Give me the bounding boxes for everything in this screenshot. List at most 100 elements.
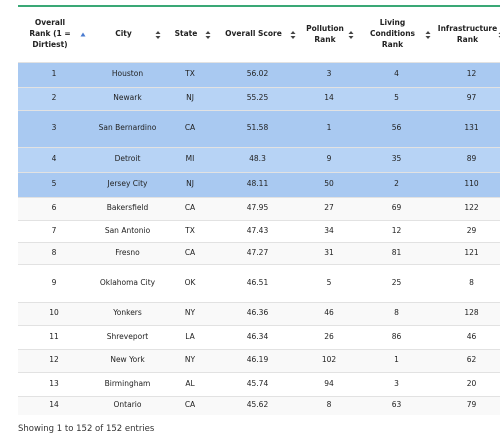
table-cell: CA	[184, 399, 196, 409]
table-cell: 50	[324, 179, 334, 189]
table-cell: 5	[326, 277, 332, 287]
table-row[interactable]	[18, 372, 500, 397]
table-cell: CA	[184, 203, 196, 213]
table-cell: 47.95	[246, 203, 269, 213]
sort-icon[interactable]	[425, 30, 431, 39]
table-cell: NJ	[186, 93, 194, 103]
table-cell: Detroit	[114, 154, 141, 164]
table-row[interactable]	[18, 62, 500, 88]
table-cell: 128	[464, 308, 479, 318]
table-cell: 131	[464, 123, 479, 133]
table-cell: 94	[324, 378, 334, 388]
table-cell: 97	[466, 93, 477, 103]
table-cell: 110	[464, 179, 479, 189]
table-cell: 11	[49, 331, 59, 341]
column-header[interactable]: Infrastructure Rank	[435, 7, 500, 62]
table-cell: 27	[324, 203, 334, 213]
table-cell: TX	[185, 225, 195, 235]
table-row[interactable]	[18, 325, 500, 350]
table-cell: NY	[184, 355, 196, 365]
table-cell: 45.62	[246, 399, 269, 409]
table-cell: OK	[184, 277, 196, 287]
table-cell: 62	[466, 355, 477, 365]
table-cell: 1	[326, 123, 332, 133]
table-cell: Yonkers	[113, 308, 142, 318]
table-cell: CA	[184, 247, 196, 257]
table-cell: 122	[464, 203, 479, 213]
data-table: Overall Rank (1 = Dirtiest) City State Over…	[18, 5, 500, 415]
sort-icon[interactable]	[290, 30, 296, 39]
table-cell: 13	[49, 378, 59, 388]
table-cell: 5	[51, 179, 57, 189]
table-cell: 3	[51, 123, 57, 133]
sort-icon[interactable]	[348, 30, 354, 39]
table-cell: 2	[394, 179, 399, 189]
table-cell: 8	[326, 399, 332, 409]
table-cell: 14	[324, 93, 334, 103]
column-header[interactable]: State	[165, 7, 215, 62]
table-cell: 8	[469, 277, 474, 287]
table-cell: 48.3	[249, 154, 266, 164]
table-cell: 4	[51, 154, 57, 164]
table-cell: 9	[326, 154, 332, 164]
table-cell: Shreveport	[106, 331, 149, 341]
table-cell: 31	[324, 247, 334, 257]
sort-icon[interactable]	[80, 30, 86, 39]
table-row[interactable]	[18, 197, 500, 221]
table-cell: Houston	[111, 69, 144, 79]
table-cell: MI	[185, 154, 195, 164]
table-cell: 9	[51, 277, 57, 287]
table-cell: 26	[324, 331, 334, 341]
table-cell: Fresno	[115, 247, 140, 257]
table-cell: 56.02	[246, 69, 269, 79]
table-cell: 12	[49, 355, 59, 365]
table-cell: 1	[394, 355, 399, 365]
table-row[interactable]	[18, 172, 500, 198]
table-cell: 121	[464, 247, 479, 257]
table-cell: 47.27	[246, 247, 269, 257]
table-cell: 4	[394, 69, 399, 79]
table-cell: 48.11	[246, 179, 269, 189]
table-row[interactable]	[18, 87, 500, 111]
table-cell: San Bernardino	[98, 123, 157, 133]
table-row[interactable]	[18, 147, 500, 173]
table-cell: San Antonio	[104, 225, 151, 235]
column-header[interactable]: Living Conditions Rank	[358, 7, 435, 62]
table-row[interactable]	[18, 302, 500, 326]
table-cell: 20	[466, 378, 477, 388]
table-cell: Jersey City	[107, 179, 148, 189]
sort-icon[interactable]	[155, 30, 161, 39]
column-header[interactable]: City	[90, 7, 165, 62]
table-row[interactable]	[18, 349, 500, 373]
column-header[interactable]: Overall Score	[215, 7, 300, 62]
table-cell: 47.43	[246, 225, 269, 235]
table-cell: 12	[391, 225, 402, 235]
sort-icon[interactable]	[205, 30, 211, 39]
table-cell: Ontario	[113, 399, 142, 409]
table-cell: 46	[466, 331, 477, 341]
table-cell: 3	[394, 378, 399, 388]
table-cell: 79	[466, 399, 477, 409]
table-cell: Newark	[113, 93, 142, 103]
table-cell: 46.51	[246, 277, 269, 287]
table-cell: 12	[466, 69, 477, 79]
table-cell: 34	[324, 225, 334, 235]
table-cell: NY	[184, 308, 196, 318]
column-header[interactable]: Pollution Rank	[300, 7, 358, 62]
table-cell: 5	[394, 93, 399, 103]
table-row[interactable]	[18, 242, 500, 265]
table-cell: 51.58	[246, 123, 269, 133]
table-cell: 7	[51, 225, 57, 235]
table-row[interactable]	[18, 110, 500, 148]
table-cell: 46.36	[246, 308, 269, 318]
table-cell: Bakersfield	[106, 203, 149, 213]
table-row[interactable]	[18, 264, 500, 303]
table-cell: 89	[466, 154, 477, 164]
table-row[interactable]	[18, 396, 500, 415]
table-row[interactable]	[18, 220, 500, 243]
table-cell: 14	[49, 399, 59, 409]
table-cell: NJ	[186, 179, 194, 189]
table-cell: 1	[51, 69, 57, 79]
table-cell: TX	[185, 69, 195, 79]
column-header[interactable]: Overall Rank (1 = Dirtiest)	[18, 7, 90, 62]
